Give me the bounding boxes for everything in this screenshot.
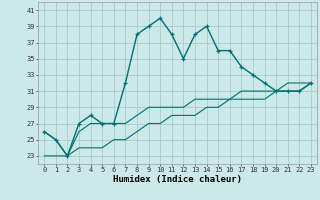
X-axis label: Humidex (Indice chaleur): Humidex (Indice chaleur) [113,175,242,184]
